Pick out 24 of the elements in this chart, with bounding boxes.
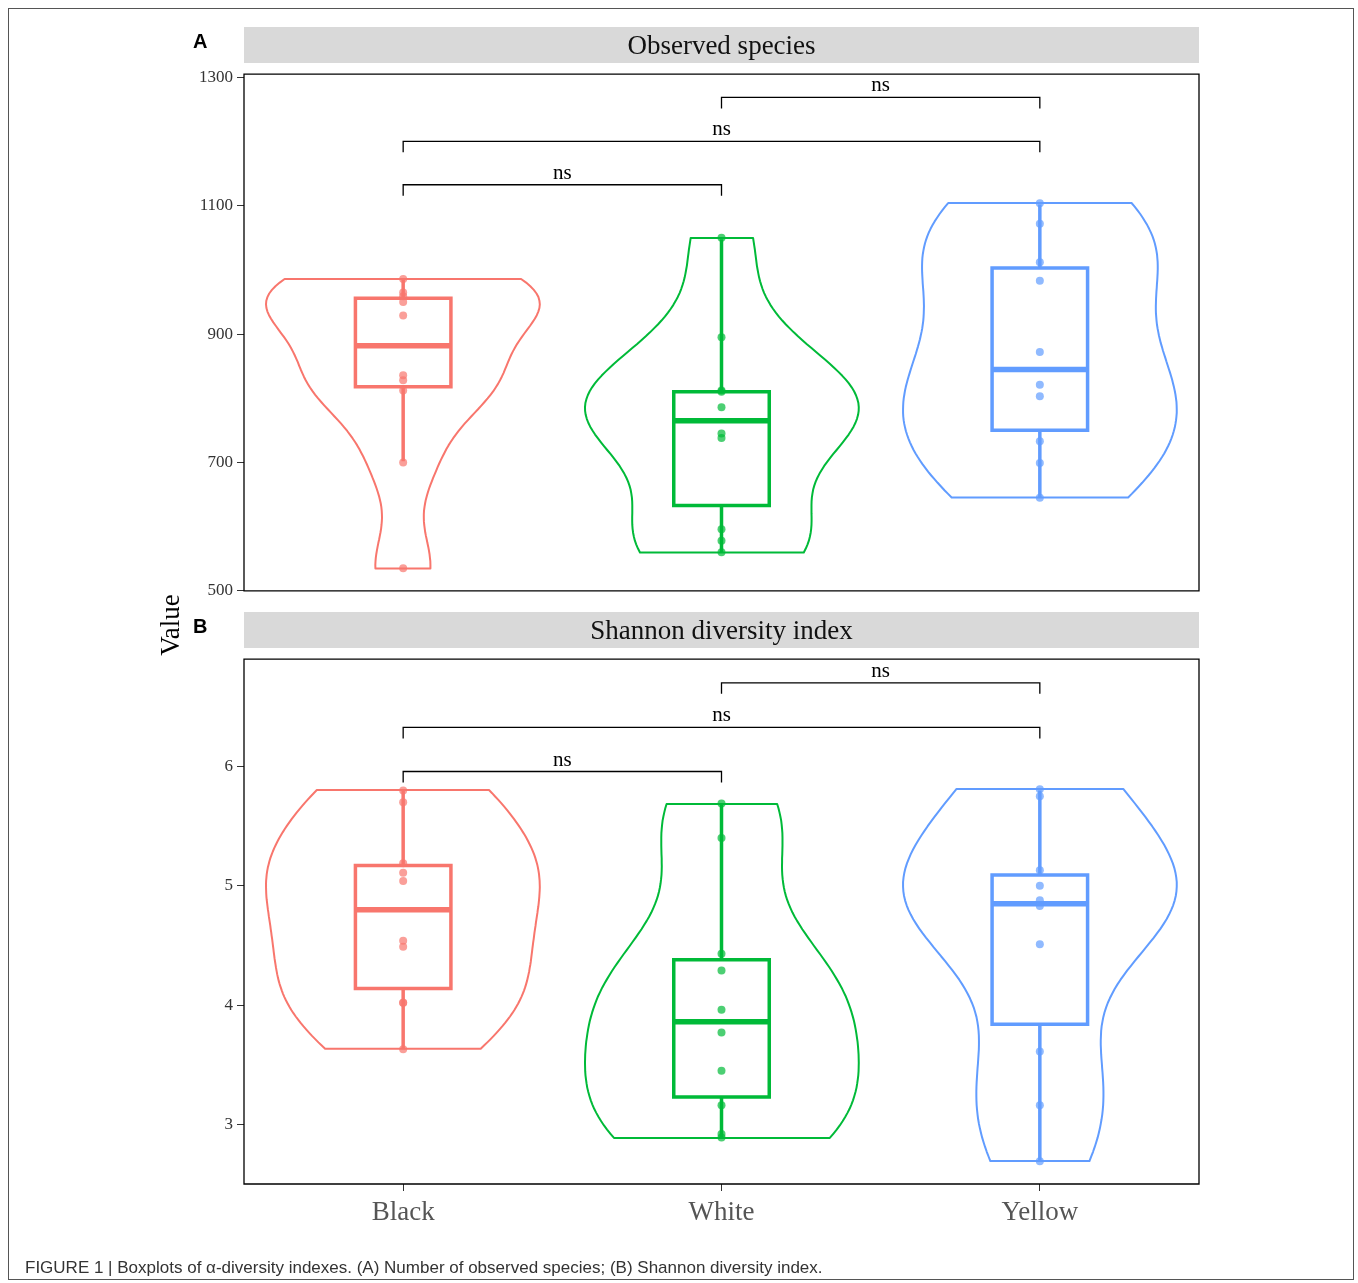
- annotation: ns: [552, 746, 572, 771]
- y-axis-title: Value: [154, 594, 186, 656]
- y-tick-label: 700: [207, 451, 233, 471]
- y-tick-label: 900: [207, 323, 233, 343]
- annotation: ns: [871, 657, 891, 682]
- annotation: ns: [712, 702, 731, 727]
- caption: FIGURE 1 | Boxplots of α-diversity indexes. (A) Number of observed species; (B) Shannon diversity index.: [25, 1258, 823, 1278]
- y-tick-label: 1300: [199, 66, 233, 86]
- y-tick-label: 5: [224, 875, 233, 895]
- text: A: [193, 30, 208, 53]
- annotation: ns: [552, 159, 572, 184]
- y-tick-label: 500: [207, 580, 233, 600]
- chart-title: Observed species: [244, 27, 1199, 63]
- annotation: ns: [712, 116, 731, 141]
- y-tick-label: 3: [224, 1113, 233, 1133]
- annotation: ns: [871, 72, 891, 97]
- y-tick-label: 1100: [199, 195, 233, 215]
- x-tick-label: White: [688, 1196, 755, 1227]
- x-tick-label: Yellow: [1001, 1196, 1079, 1227]
- y-tick-label: 4: [224, 994, 234, 1014]
- y-tick-label: 6: [224, 756, 233, 776]
- chart-title: Shannon diversity index: [244, 612, 1199, 648]
- x-tick-label: Black: [371, 1196, 436, 1227]
- text: B: [193, 615, 208, 638]
